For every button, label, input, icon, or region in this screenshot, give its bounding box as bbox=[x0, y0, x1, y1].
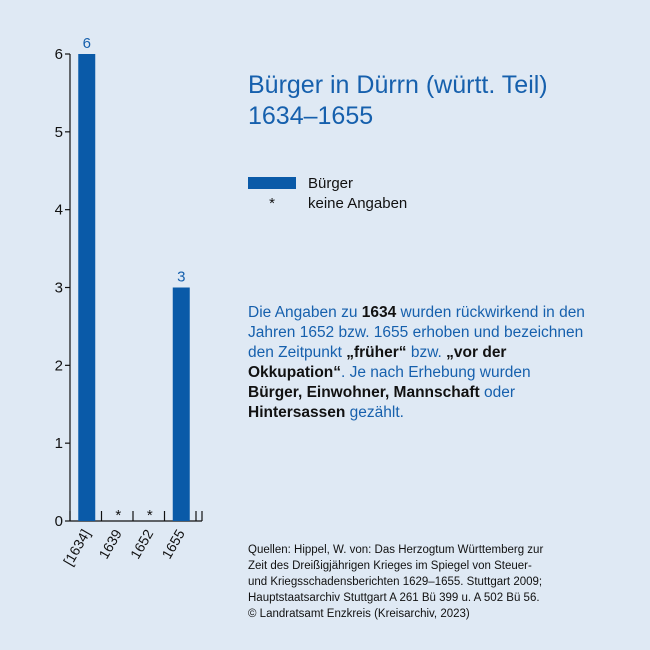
chart-subtitle: 1634–1655 bbox=[248, 102, 374, 130]
note-text-4: . Je nach Erhebung wurden bbox=[341, 364, 531, 381]
y-tick-label: 3 bbox=[55, 280, 63, 297]
legend-item-buerger: Bürger bbox=[248, 173, 407, 193]
chart-title: Bürger in Dürrn (württ. Teil) 1634–1655 bbox=[248, 70, 548, 132]
no-data-marker: * bbox=[115, 507, 121, 524]
y-tick-label: 6 bbox=[55, 46, 63, 63]
source-line: Quellen: Hippel, W. von: Das Herzogtum W… bbox=[248, 544, 544, 556]
legend-item-keine-angaben: * keine Angaben bbox=[248, 193, 407, 213]
bar bbox=[172, 287, 190, 521]
note-bold-3: „vor der Okkupation“ bbox=[248, 344, 507, 381]
y-tick-label: 5 bbox=[55, 124, 63, 141]
legend-swatch-bar bbox=[248, 177, 296, 189]
source-line: © Landratsamt Enzkreis (Kreisarchiv, 202… bbox=[248, 608, 470, 620]
note-text-1: Die Angaben zu bbox=[248, 304, 362, 321]
chart-title-main: Bürger in Dürrn (württ. Teil) bbox=[248, 71, 548, 99]
data-label: 3 bbox=[177, 269, 185, 286]
note-bold-1: 1634 bbox=[361, 304, 397, 321]
note-bold-2: „früher“ bbox=[346, 344, 407, 361]
note-bold-5: Hintersassen bbox=[248, 404, 346, 421]
source-line: Zeit des Dreißigjährigen Krieges im Spie… bbox=[248, 560, 532, 572]
y-tick-label: 0 bbox=[55, 513, 63, 530]
legend-star-symbol: * bbox=[269, 194, 275, 212]
x-tick-label: 1652 bbox=[127, 526, 157, 561]
note-text-5: oder bbox=[479, 384, 516, 401]
source-line: und Kriegsschadensberichten 1629–1655. S… bbox=[248, 576, 543, 588]
explanatory-note: Die Angaben zu 1634 wurden rückwirkend i… bbox=[248, 303, 588, 423]
note-text-2: wurden rückwirkend in den Jahren 1652 bz… bbox=[248, 304, 585, 361]
note-text-6: gezählt. bbox=[345, 404, 404, 421]
bar bbox=[78, 54, 96, 521]
legend-label-keine-angaben: keine Angaben bbox=[308, 194, 408, 212]
no-data-marker: * bbox=[147, 507, 153, 524]
legend-label-buerger: Bürger bbox=[308, 174, 354, 192]
data-label: 6 bbox=[83, 35, 91, 52]
y-tick-label: 2 bbox=[55, 357, 63, 374]
x-tick-label: 1639 bbox=[95, 526, 125, 561]
y-tick-label: 4 bbox=[55, 202, 63, 219]
source-line: Hauptstaatsarchiv Stuttgart A 261 Bü 399… bbox=[248, 592, 540, 604]
x-tick-label: 1655 bbox=[158, 526, 188, 561]
legend: Bürger * keine Angaben bbox=[248, 173, 407, 213]
y-tick-label: 1 bbox=[55, 435, 63, 452]
sources-block: Quellen: Hippel, W. von: Das Herzogtum W… bbox=[248, 542, 588, 622]
note-bold-4: Bürger, Einwohner, Mannschaft bbox=[248, 384, 480, 401]
note-text-3: bzw. bbox=[406, 344, 447, 361]
x-tick-label: [1634] bbox=[60, 527, 93, 569]
